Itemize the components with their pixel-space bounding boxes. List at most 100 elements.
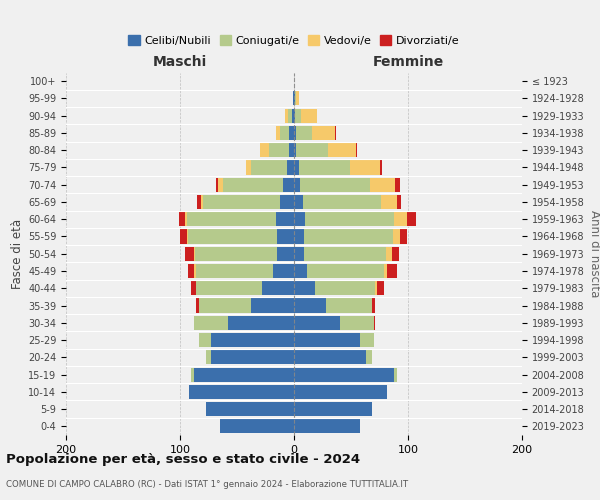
Bar [294,298,371,312]
Bar [206,350,294,364]
Bar [294,333,374,347]
Bar [294,316,374,330]
Bar [220,420,294,434]
Bar [294,264,384,278]
Bar [285,108,294,122]
Bar [294,230,393,243]
Bar [294,264,307,278]
Bar [294,402,371,416]
Bar [294,350,371,364]
Bar [188,230,294,243]
Bar [294,385,388,399]
Bar [294,108,317,122]
Bar [189,385,294,399]
Bar [294,178,395,192]
Bar [191,368,294,382]
Bar [294,178,370,192]
Bar [196,264,294,278]
Bar [223,178,294,192]
Bar [289,126,294,140]
Bar [294,281,384,295]
Bar [188,264,294,278]
Bar [189,385,294,399]
Bar [206,402,294,416]
Bar [206,350,294,364]
Bar [269,143,294,158]
Bar [276,126,294,140]
Bar [206,402,294,416]
Y-axis label: Fasce di età: Fasce di età [11,218,24,289]
Bar [293,92,294,106]
Bar [294,126,296,140]
Bar [194,368,294,382]
Bar [294,160,380,174]
Bar [294,298,326,312]
Bar [199,333,294,347]
Bar [289,108,294,122]
Bar [293,92,294,106]
Bar [217,178,294,192]
Bar [294,160,299,174]
Bar [200,195,294,209]
Bar [294,402,371,416]
Bar [294,212,394,226]
Bar [283,178,294,192]
Bar [294,92,296,106]
Bar [260,143,294,158]
Bar [206,402,294,416]
Bar [191,368,294,382]
Bar [285,108,294,122]
Bar [251,298,294,312]
Bar [294,281,377,295]
Bar [294,143,328,158]
Bar [294,385,388,399]
Bar [194,316,294,330]
Bar [196,281,294,295]
Bar [289,143,294,158]
Bar [194,316,294,330]
Bar [197,195,294,209]
Text: Maschi: Maschi [153,55,207,69]
Bar [180,230,294,243]
Bar [294,316,340,330]
Bar [294,246,392,261]
Bar [277,230,294,243]
Bar [191,368,294,382]
Bar [294,368,397,382]
Bar [294,195,401,209]
Bar [294,264,397,278]
Bar [294,212,416,226]
Bar [294,350,371,364]
Bar [294,281,314,295]
Bar [196,298,294,312]
Bar [276,126,294,140]
Bar [294,298,375,312]
Bar [294,230,400,243]
Bar [294,264,388,278]
Bar [294,108,317,122]
Bar [206,350,294,364]
Bar [294,230,304,243]
Bar [294,246,399,261]
Bar [294,402,371,416]
Bar [280,195,294,209]
Bar [294,143,356,158]
Bar [294,368,394,382]
Bar [292,108,294,122]
Bar [294,420,360,434]
Bar [294,368,397,382]
Bar [246,160,294,174]
Bar [294,126,336,140]
Bar [187,212,294,226]
Bar [187,230,294,243]
Bar [294,230,407,243]
Bar [276,212,294,226]
Bar [280,126,294,140]
Bar [294,298,371,312]
Text: COMUNE DI CAMPO CALABRO (RC) - Dati ISTAT 1° gennaio 2024 - Elaborazione TUTTITA: COMUNE DI CAMPO CALABRO (RC) - Dati ISTA… [6,480,408,489]
Bar [294,350,366,364]
Bar [199,333,294,347]
Bar [294,92,299,106]
Bar [185,246,294,261]
Bar [294,316,375,330]
